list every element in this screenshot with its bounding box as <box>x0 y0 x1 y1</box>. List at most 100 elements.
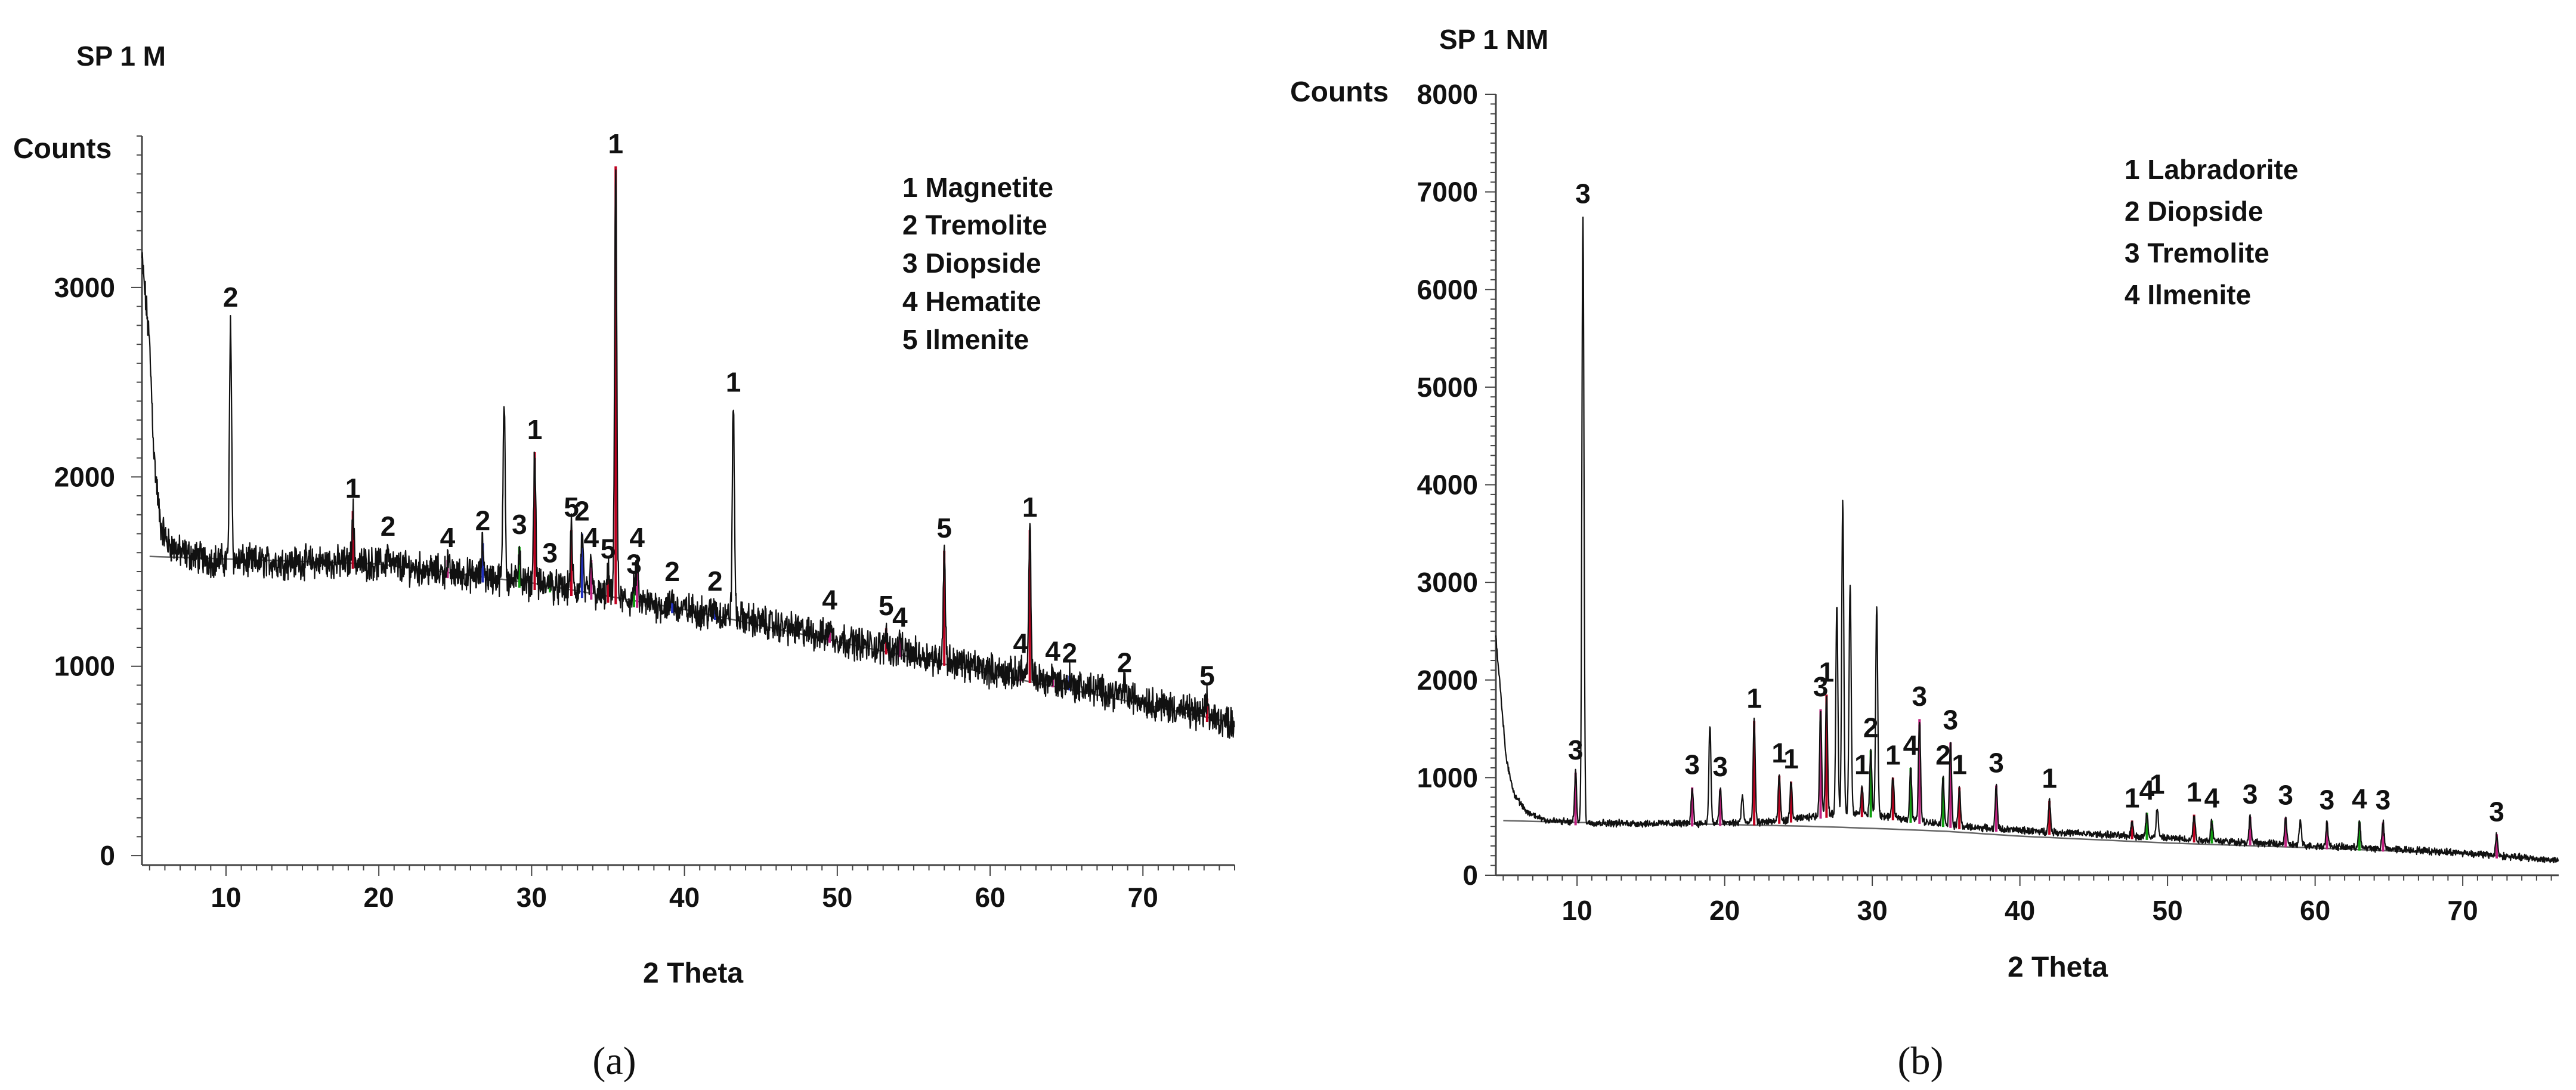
panel-b-x-tick-label: 20 <box>1709 895 1740 926</box>
panel-a-peak-label: 1 <box>1022 492 1038 523</box>
panel-a-x-tick-label: 70 <box>1128 882 1158 913</box>
panel-a-legend-entry-5: 5 Ilmenite <box>902 324 1029 355</box>
panel-a-xlabel: 2 Theta <box>643 958 743 989</box>
panel-a-peak-label: 1 <box>608 128 623 159</box>
panel-a-peak-label: 2 <box>574 496 590 527</box>
panel-b-legend-entry-4: 4 Ilmenite <box>2124 279 2251 310</box>
panel-a-title: SP 1 M <box>76 41 166 72</box>
panel-b-legend-entry-1: 1 Labradorite <box>2124 154 2298 185</box>
panel-b-peak-label: 1 <box>1771 737 1787 768</box>
panel-a-legend-entry-1: 1 Magnetite <box>902 172 1053 203</box>
panel-b-peak-label: 1 <box>2187 777 2202 808</box>
panel-b-peak-label: 3 <box>2243 779 2258 810</box>
panel-a-x-tick-label: 50 <box>822 882 852 913</box>
panel-b-xlabel: 2 Theta <box>2008 952 2108 983</box>
panel-b-peak-label: 4 <box>2139 774 2155 805</box>
panel-a-y-tick-label: 2000 <box>54 461 115 492</box>
panel-a-ylabel: Counts <box>13 133 112 165</box>
panel-b-x-tick-label: 30 <box>1857 895 1888 926</box>
panel-a-peak-label: 3 <box>626 548 642 579</box>
panel-b-y-tick-label: 5000 <box>1417 372 1478 403</box>
panel-a-peak-label: 4 <box>1045 635 1060 666</box>
panel-a-peak-label: 3 <box>512 509 527 540</box>
panel-a-x-tick-label: 60 <box>975 882 1005 913</box>
panel-a-caption: (a) <box>592 1039 636 1083</box>
panel-a-x-tick-label: 20 <box>364 882 394 913</box>
panel-b-peak-label: 2 <box>1863 712 1879 743</box>
panel-b-peak-label: 1 <box>1746 683 1762 714</box>
panel-b-y-tick-label: 4000 <box>1417 470 1478 501</box>
panel-b-x-tick-label: 60 <box>2300 895 2330 926</box>
panel-a-peak-label: 2 <box>475 505 491 536</box>
panel-b-y-tick-label: 8000 <box>1417 79 1478 110</box>
panel-b-peak-label: 3 <box>1989 747 2004 778</box>
panel-b-peak-label: 3 <box>2278 779 2293 810</box>
panel-b-title: SP 1 NM <box>1439 24 1548 55</box>
panel-a-peak-label: 2 <box>1062 638 1077 669</box>
panel-b-peak-label: 3 <box>1813 671 1829 702</box>
panel-b-diffraction-pattern <box>1495 217 2559 863</box>
panel-a-x-tick-label: 30 <box>517 882 547 913</box>
panel-b-peak-label: 1 <box>2124 782 2140 813</box>
panel-a-legend-entry-4: 4 Hematite <box>902 286 1041 317</box>
panel-a-y-tick-label: 0 <box>100 840 115 871</box>
panel-b-peak-label: 4 <box>2204 782 2220 813</box>
panel-a-peak-label: 5 <box>936 512 952 544</box>
panel-a-peak-label: 5 <box>879 590 894 621</box>
panel-a-peak-label: 1 <box>527 414 543 445</box>
panel-a-diffraction-pattern <box>141 169 1235 739</box>
panel-a-peak-label: 4 <box>892 601 908 632</box>
panel-a-peak-label: 4 <box>584 522 599 553</box>
panel-b-peak-label: 3 <box>2376 785 2391 816</box>
panel-a-legend-entry-2: 2 Tremolite <box>902 209 1047 240</box>
panel-b-peak-label: 3 <box>2489 796 2504 827</box>
panel-b-y-tick-label: 0 <box>1462 860 1478 891</box>
panel-b-peak-label: 3 <box>1712 751 1728 782</box>
panel-b-plot: 0 1000 2000 3000 4000 5000 6000 7000 8000 10 20 30 4… <box>1417 79 2559 926</box>
panel-a-legend: 1 Magnetite 2 Tremolite 3 Diopside 4 Hem… <box>902 172 1053 355</box>
panel-a-legend-entry-3: 3 Diopside <box>902 248 1041 279</box>
panel-a-peak-label: 2 <box>223 282 239 313</box>
panel-b-legend-entry-3: 3 Tremolite <box>2124 237 2269 268</box>
panel-b-peak-label: 3 <box>1684 749 1700 780</box>
panel-b-peak-label: 1 <box>2150 768 2165 799</box>
panel-b-peak-label: 1 <box>1952 749 1967 780</box>
panel-b-y-tick-label: 2000 <box>1417 665 1478 696</box>
panel-a-peak-label: 1 <box>726 367 741 398</box>
panel-b-peak-label: 3 <box>2320 785 2335 816</box>
panel-b-x-tick-label: 70 <box>2448 895 2478 926</box>
panel-a-peak-label: 4 <box>822 585 837 616</box>
panel-b-peak-label: 3 <box>1575 178 1591 209</box>
panel-a-peak-label: 5 <box>1199 660 1215 691</box>
panel-b-peak-label: 1 <box>1885 739 1901 770</box>
panel-b-peak-label: 4 <box>2352 783 2367 814</box>
panel-a-peak-label: 4 <box>440 522 456 553</box>
panel-a-peak-label: 2 <box>381 511 396 542</box>
panel-b-peak-label: 2 <box>1935 739 1951 770</box>
panel-b-peak-label: 3 <box>1568 734 1584 765</box>
panel-b-peak-label: 1 <box>1783 743 1799 774</box>
panel-b-peak-label: 1 <box>1854 749 1870 780</box>
panel-b-legend: 1 Labradorite 2 Diopside 3 Tremolite 4 I… <box>2124 154 2298 310</box>
panel-a-peak-label: 4 <box>1013 628 1028 659</box>
panel-a-peak-label: 1 <box>345 473 361 504</box>
panel-b-legend-entry-2: 2 Diopside <box>2124 196 2263 227</box>
panel-b-background-curve <box>1503 820 2559 861</box>
panel-a-peak-label: 2 <box>664 556 680 587</box>
panel-b-peak-label: 3 <box>1943 704 1959 735</box>
panel-a-y-tick-label: 3000 <box>54 272 115 303</box>
panel-b-x-tick-label: 50 <box>2153 895 2183 926</box>
panel-b-peak-label: 1 <box>2042 763 2057 794</box>
panel-a-peak-label: 2 <box>1117 647 1133 678</box>
panel-b-peak-label: 4 <box>1903 730 1919 761</box>
panel-b-peak-label: 3 <box>1912 681 1928 712</box>
panel-a-peak-label: 5 <box>601 533 616 564</box>
panel-b-x-tick-label: 10 <box>1562 895 1592 926</box>
panel-b-ylabel: Counts <box>1290 76 1388 108</box>
panel-a-x-tick-label: 10 <box>211 882 241 913</box>
panel-a-x-tick-label: 40 <box>669 882 700 913</box>
panel-b-caption: (b) <box>1898 1039 1944 1083</box>
panel-b-peak-label: 1 <box>1819 656 1835 687</box>
